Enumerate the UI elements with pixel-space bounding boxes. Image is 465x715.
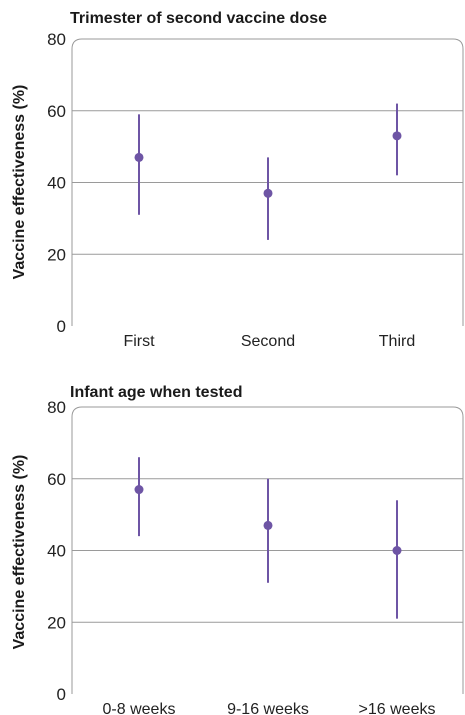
chart-1-ylabel: Vaccine effectiveness (%) xyxy=(11,85,28,280)
chart-2-point xyxy=(263,520,273,530)
chart-1-y-tick-label: 20 xyxy=(47,245,66,264)
chart-2-y-tick-label: 80 xyxy=(47,398,66,417)
chart-2-category-label: 0-8 weeks xyxy=(103,701,176,715)
chart-1-point xyxy=(134,152,144,162)
chart-1-categories: First Second Third xyxy=(123,333,415,350)
chart-1-category-label: Third xyxy=(379,333,415,350)
chart-1-y-tick-label: 0 xyxy=(57,317,66,336)
chart-1-point xyxy=(392,131,402,141)
chart-panel-1: Trimester of second vaccine dose Vaccine… xyxy=(11,10,464,350)
chart-1-frame xyxy=(71,38,464,326)
chart-1-y-tick-label: 40 xyxy=(47,174,66,193)
chart-1-y-ticks: 0 20 40 60 80 xyxy=(47,30,66,336)
chart-1-marks xyxy=(134,103,402,240)
chart-2-categories: 0-8 weeks 9-16 weeks >16 weeks xyxy=(103,701,436,715)
chart-1-title: Trimester of second vaccine dose xyxy=(70,10,327,27)
chart-1-category-label: First xyxy=(123,333,155,350)
chart-2-point xyxy=(392,546,402,555)
chart-2-y-tick-label: 40 xyxy=(47,542,66,561)
chart-2-y-tick-label: 0 xyxy=(57,685,66,704)
chart-2-point xyxy=(134,485,144,495)
chart-2-y-tick-label: 20 xyxy=(47,613,66,632)
chart-1-y-tick-label: 80 xyxy=(47,30,66,49)
chart-2-category-label: >16 weeks xyxy=(359,701,436,715)
chart-2-frame xyxy=(71,406,464,694)
chart-2-y-ticks: 0 20 40 60 80 xyxy=(47,398,66,704)
chart-1-category-label: Second xyxy=(241,333,295,350)
chart-2-marks xyxy=(134,457,402,619)
chart-panel-2: Infant age when tested Vaccine effective… xyxy=(11,384,464,715)
chart-2-y-tick-label: 60 xyxy=(47,470,66,489)
chart-2-ylabel: Vaccine effectiveness (%) xyxy=(11,455,28,650)
chart-2-title: Infant age when tested xyxy=(70,384,242,401)
chart-1-point xyxy=(263,188,273,198)
chart-2-category-label: 9-16 weeks xyxy=(227,701,309,715)
chart-1-y-tick-label: 60 xyxy=(47,102,66,121)
